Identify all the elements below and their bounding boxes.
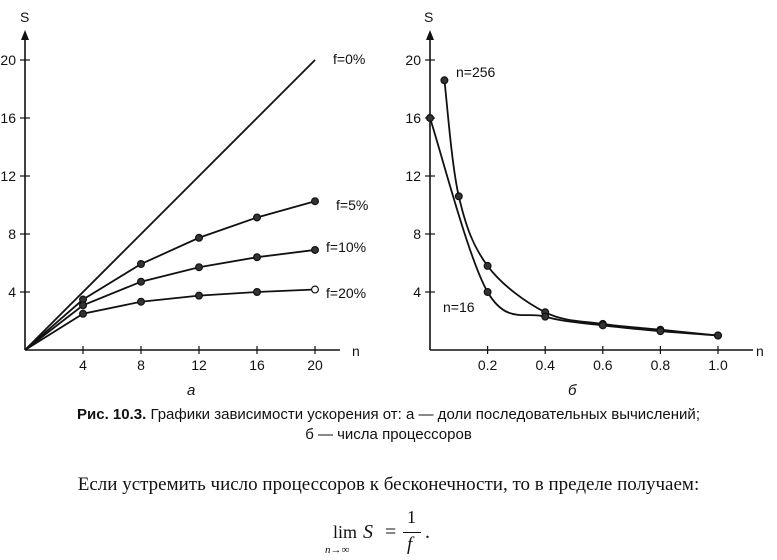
series-line bbox=[24, 200, 316, 351]
series-label: f=5% bbox=[336, 197, 368, 213]
caption-line1: Графики зависимости ускорения от: а — до… bbox=[150, 406, 700, 423]
limit-formula: lim n→∞ S = 1 f . bbox=[325, 507, 465, 560]
y-tick-label: 12 bbox=[0, 168, 16, 184]
formula-end: . bbox=[425, 521, 430, 543]
series-label: f=20% bbox=[326, 285, 366, 301]
y-axis-label: S bbox=[20, 9, 29, 25]
series-line bbox=[24, 249, 316, 351]
formula-lhs: S bbox=[363, 521, 373, 543]
panel-b: Sn 4 8 12 16 20 0.2 0.4 0.6 0.8 1.0 n=256 n=16 б bbox=[405, 9, 763, 399]
data-point bbox=[440, 76, 449, 85]
data-point bbox=[137, 297, 146, 306]
panel-label: б bbox=[568, 382, 577, 399]
data-point bbox=[483, 261, 492, 270]
data-point bbox=[195, 233, 204, 242]
x-tick-label: 20 bbox=[307, 357, 323, 373]
series-label: f=10% bbox=[326, 239, 366, 255]
x-tick-label: 0.8 bbox=[651, 357, 671, 373]
x-tick-label: 8 bbox=[137, 357, 145, 373]
data-point bbox=[253, 288, 262, 297]
figure-caption: Рис. 10.3. Графики зависимости ускорения… bbox=[0, 405, 777, 445]
y-tick-label: 12 bbox=[405, 168, 421, 184]
series-line bbox=[443, 80, 719, 337]
y-tick-label: 20 bbox=[405, 52, 421, 68]
series-label: f=0% bbox=[333, 51, 365, 67]
x-tick-label: 0.6 bbox=[593, 357, 613, 373]
caption-label: Рис. 10.3. bbox=[77, 406, 147, 423]
x-axis-label: n bbox=[352, 343, 360, 359]
series-line bbox=[24, 288, 316, 351]
data-point bbox=[426, 113, 435, 122]
data-point bbox=[598, 321, 607, 330]
x-tick-label: 0.2 bbox=[478, 357, 498, 373]
data-point bbox=[78, 301, 87, 310]
data-point bbox=[311, 197, 320, 206]
x-tick-label: 4 bbox=[79, 357, 87, 373]
y-axis-arrow bbox=[21, 30, 29, 40]
panel-a: Sn 4 8 12 16 20 4 8 12 16 20 f=0% f=5% f=10% f=20% а bbox=[0, 9, 368, 399]
y-tick-label: 16 bbox=[0, 110, 16, 126]
y-tick-label: 8 bbox=[413, 226, 421, 242]
data-point bbox=[713, 331, 722, 340]
data-point bbox=[137, 260, 146, 269]
y-axis-label: S bbox=[424, 9, 433, 25]
y-tick-label: 8 bbox=[8, 226, 16, 242]
data-point bbox=[195, 291, 204, 300]
formula-fraction-bar bbox=[403, 532, 421, 533]
data-point bbox=[311, 245, 320, 254]
data-point bbox=[253, 253, 262, 262]
data-point bbox=[483, 288, 492, 297]
formula-denominator: f bbox=[407, 534, 413, 555]
y-axis-arrow bbox=[426, 30, 434, 40]
x-axis-label: n bbox=[756, 343, 764, 359]
y-tick-label: 4 bbox=[413, 284, 421, 300]
x-tick-label: 12 bbox=[191, 357, 207, 373]
formula-numerator: 1 bbox=[407, 507, 416, 527]
x-tick-label: 1.0 bbox=[708, 357, 728, 373]
formula-subscript: n→∞ bbox=[325, 544, 350, 556]
x-tick-label: 0.4 bbox=[535, 357, 555, 373]
figure: Sn 4 8 12 16 20 4 8 12 16 20 f=0% f=5% f=10% f=20% а Sn… bbox=[0, 9, 763, 399]
caption-line2: б — числа процессоров bbox=[305, 426, 472, 443]
formula-lim: lim bbox=[333, 522, 358, 542]
data-point bbox=[253, 213, 262, 222]
data-point bbox=[195, 263, 204, 272]
y-tick-label: 20 bbox=[0, 52, 16, 68]
body-text: Если устремить число процессоров к беско… bbox=[77, 474, 700, 495]
data-point bbox=[78, 309, 87, 318]
y-tick-label: 16 bbox=[405, 110, 421, 126]
y-tick-label: 4 bbox=[8, 284, 16, 300]
x-tick-label: 16 bbox=[249, 357, 265, 373]
formula-eq: = bbox=[385, 521, 397, 543]
panel-label: а bbox=[187, 382, 195, 399]
data-point bbox=[656, 327, 665, 336]
data-point bbox=[137, 277, 146, 286]
data-point bbox=[454, 192, 463, 201]
data-point bbox=[541, 312, 550, 321]
series-label: n=16 bbox=[443, 299, 475, 315]
data-point bbox=[311, 285, 320, 294]
series-line bbox=[24, 59, 316, 351]
series-label: n=256 bbox=[456, 64, 496, 80]
